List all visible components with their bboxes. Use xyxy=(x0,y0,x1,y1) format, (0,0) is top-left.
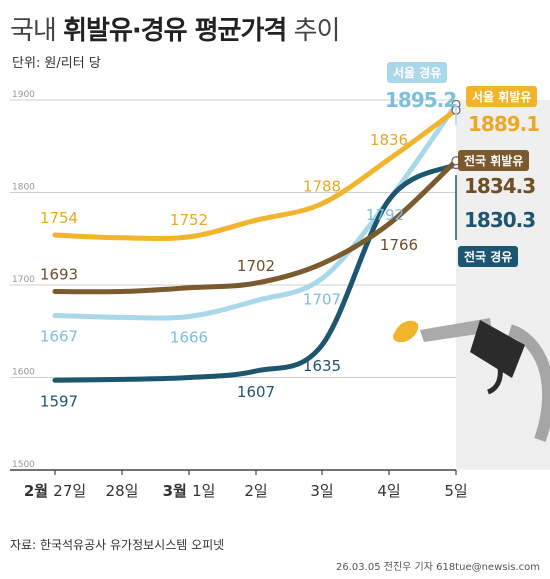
data-label-national-gasoline: 1693 xyxy=(40,265,78,283)
legend-national-gasoline: 전국 휘발유 xyxy=(458,150,530,171)
data-label-national-gasoline: 1702 xyxy=(237,257,275,275)
title-part2: 휘발유·경유 평균가격 xyxy=(63,16,287,46)
title-part3: 추이 xyxy=(286,16,341,46)
data-label-seoul-diesel: 1666 xyxy=(170,328,208,346)
y-tick-label: 1600 xyxy=(12,368,35,378)
x-tick-label: 3일 xyxy=(310,482,333,500)
y-axis: 1500 1600 1700 1800 1900 xyxy=(12,90,35,470)
x-day-label: 2일 xyxy=(244,482,267,500)
x-month-label: 2월 xyxy=(24,482,53,500)
data-label-national-gasoline: 1766 xyxy=(380,236,418,254)
data-label-seoul-gasoline: 1752 xyxy=(170,211,208,229)
nozzle-spout xyxy=(420,318,492,342)
data-label-seoul-gasoline: 1754 xyxy=(40,209,78,227)
legend-seoul-diesel: 서울 경유 xyxy=(387,62,448,83)
title-part1: 국내 xyxy=(10,16,64,46)
x-day-label: 28일 xyxy=(106,482,139,500)
y-tick-label: 1500 xyxy=(12,460,35,470)
data-label-national-diesel: 1607 xyxy=(237,383,275,401)
series-line-national-gasoline xyxy=(52,158,459,295)
series-line-seoul-gasoline xyxy=(52,107,459,242)
end-value-national-diesel: 1830.3 xyxy=(464,208,536,232)
unit-label: 단위: 원/리터 당 xyxy=(12,56,101,71)
data-label-seoul-diesel: 1792 xyxy=(366,206,404,224)
x-day-label: 1일 xyxy=(192,482,215,500)
nozzle-trigger xyxy=(486,350,503,395)
x-tick-label: 2일 xyxy=(244,482,267,500)
y-tick-label: 1700 xyxy=(12,275,35,285)
x-day-label: 4일 xyxy=(377,482,400,500)
x-axis: 2월 27일 28일 3월 1일 2일 3일 4일 5일 xyxy=(10,469,468,500)
data-label-seoul-gasoline: 1788 xyxy=(303,178,341,196)
end-value-seoul-diesel: 1895.2 xyxy=(385,88,457,112)
data-label-national-diesel: 1635 xyxy=(303,357,341,375)
nozzle-handle xyxy=(470,320,525,378)
data-label-seoul-diesel: 1707 xyxy=(303,291,341,309)
data-label-national-diesel: 1597 xyxy=(40,392,78,410)
y-tick-label: 1900 xyxy=(12,90,35,100)
credit-line: 26.03.05 전진우 기자 618tue@newsis.com xyxy=(336,562,540,573)
x-tick-label: 2월 27일 xyxy=(24,482,86,500)
x-day-label: 27일 xyxy=(53,482,86,500)
fuel-nozzle-illustration xyxy=(393,318,550,442)
x-tick-label: 4일 xyxy=(377,482,400,500)
data-label-seoul-diesel: 1667 xyxy=(40,328,78,346)
x-day-label: 5일 xyxy=(444,482,467,500)
x-tick-label: 28일 xyxy=(106,482,139,500)
chart-title: 국내 휘발유·경유 평균가격 추이 xyxy=(10,10,341,47)
x-day-label: 3일 xyxy=(310,482,333,500)
legend-seoul-gasoline: 서울 휘발유 xyxy=(466,86,538,107)
legend-national-diesel: 전국 경유 xyxy=(458,246,519,267)
x-tick-label: 3월 1일 xyxy=(163,482,216,500)
nozzle-hose xyxy=(507,324,550,442)
data-label-seoul-gasoline: 1836 xyxy=(370,131,408,149)
data-labels: 1667 1666 1707 1792 1597 1607 1635 1693 1702 1766… xyxy=(40,104,457,410)
series-line-national-diesel xyxy=(52,162,459,383)
fuel-drop xyxy=(393,320,419,343)
y-tick-label: 1800 xyxy=(12,183,35,193)
x-tick-label: 5일 xyxy=(444,482,467,500)
series-lines xyxy=(52,99,461,383)
end-value-national-gasoline: 1834.3 xyxy=(464,174,536,198)
source-note: 자료: 한국석유공사 유가정보시스템 오피넷 xyxy=(10,538,225,552)
end-value-seoul-gasoline: 1889.1 xyxy=(468,112,540,136)
x-month-label: 3월 xyxy=(163,482,192,500)
